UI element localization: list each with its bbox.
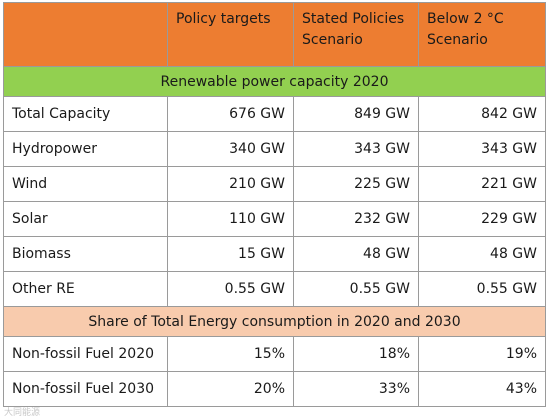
row-label: Biomass — [3, 236, 168, 272]
cell-policy-targets: 210 GW — [167, 166, 294, 202]
cell-below-2c: 343 GW — [418, 131, 546, 167]
section-header-row: Share of Total Energy consumption in 202… — [3, 306, 546, 337]
row-label: Wind — [3, 166, 168, 202]
row-label: Hydropower — [3, 131, 168, 167]
section-header-row: Renewable power capacity 2020 — [3, 66, 546, 97]
section-title-renewable: Renewable power capacity 2020 — [3, 66, 546, 97]
row-label: Total Capacity — [3, 96, 168, 132]
cell-stated-policies: 33% — [293, 371, 419, 407]
cell-below-2c: 229 GW — [418, 201, 546, 237]
cell-policy-targets: 0.55 GW — [167, 271, 294, 307]
table-row: Non-fossil Fuel 2020 15% 18% 19% — [3, 336, 546, 372]
cell-below-2c: 43% — [418, 371, 546, 407]
cell-policy-targets: 15% — [167, 336, 294, 372]
cell-stated-policies: 48 GW — [293, 236, 419, 272]
cell-stated-policies: 225 GW — [293, 166, 419, 202]
cell-policy-targets: 15 GW — [167, 236, 294, 272]
cell-policy-targets: 110 GW — [167, 201, 294, 237]
cell-below-2c: 19% — [418, 336, 546, 372]
row-label: Other RE — [3, 271, 168, 307]
row-label: Solar — [3, 201, 168, 237]
watermark: 大同能源 — [4, 408, 41, 418]
table-row: Other RE 0.55 GW 0.55 GW 0.55 GW — [3, 271, 546, 307]
header-stated-policies: Stated Policies Scenario — [293, 2, 419, 67]
cell-below-2c: 221 GW — [418, 166, 546, 202]
cell-below-2c: 48 GW — [418, 236, 546, 272]
table-row: Biomass 15 GW 48 GW 48 GW — [3, 236, 546, 272]
header-blank-cell — [3, 2, 168, 67]
cell-below-2c: 0.55 GW — [418, 271, 546, 307]
section-title-energy-share: Share of Total Energy consumption in 202… — [3, 306, 546, 337]
table-header-row: Policy targets Stated Policies Scenario … — [3, 2, 546, 67]
cell-stated-policies: 343 GW — [293, 131, 419, 167]
cell-policy-targets: 676 GW — [167, 96, 294, 132]
row-label: Non-fossil Fuel 2030 — [3, 371, 168, 407]
table-row: Total Capacity 676 GW 849 GW 842 GW — [3, 96, 546, 132]
table-row: Wind 210 GW 225 GW 221 GW — [3, 166, 546, 202]
table-row: Solar 110 GW 232 GW 229 GW — [3, 201, 546, 237]
table-row: Non-fossil Fuel 2030 20% 33% 43% — [3, 371, 546, 407]
cell-stated-policies: 232 GW — [293, 201, 419, 237]
cell-stated-policies: 0.55 GW — [293, 271, 419, 307]
row-label: Non-fossil Fuel 2020 — [3, 336, 168, 372]
header-below-2c: Below 2 °C Scenario — [418, 2, 546, 67]
cell-below-2c: 842 GW — [418, 96, 546, 132]
cell-stated-policies: 849 GW — [293, 96, 419, 132]
cell-policy-targets: 20% — [167, 371, 294, 407]
table-row: Hydropower 340 GW 343 GW 343 GW — [3, 131, 546, 167]
cell-stated-policies: 18% — [293, 336, 419, 372]
energy-policy-table: Policy targets Stated Policies Scenario … — [3, 2, 546, 407]
header-policy-targets: Policy targets — [167, 2, 294, 67]
cell-policy-targets: 340 GW — [167, 131, 294, 167]
